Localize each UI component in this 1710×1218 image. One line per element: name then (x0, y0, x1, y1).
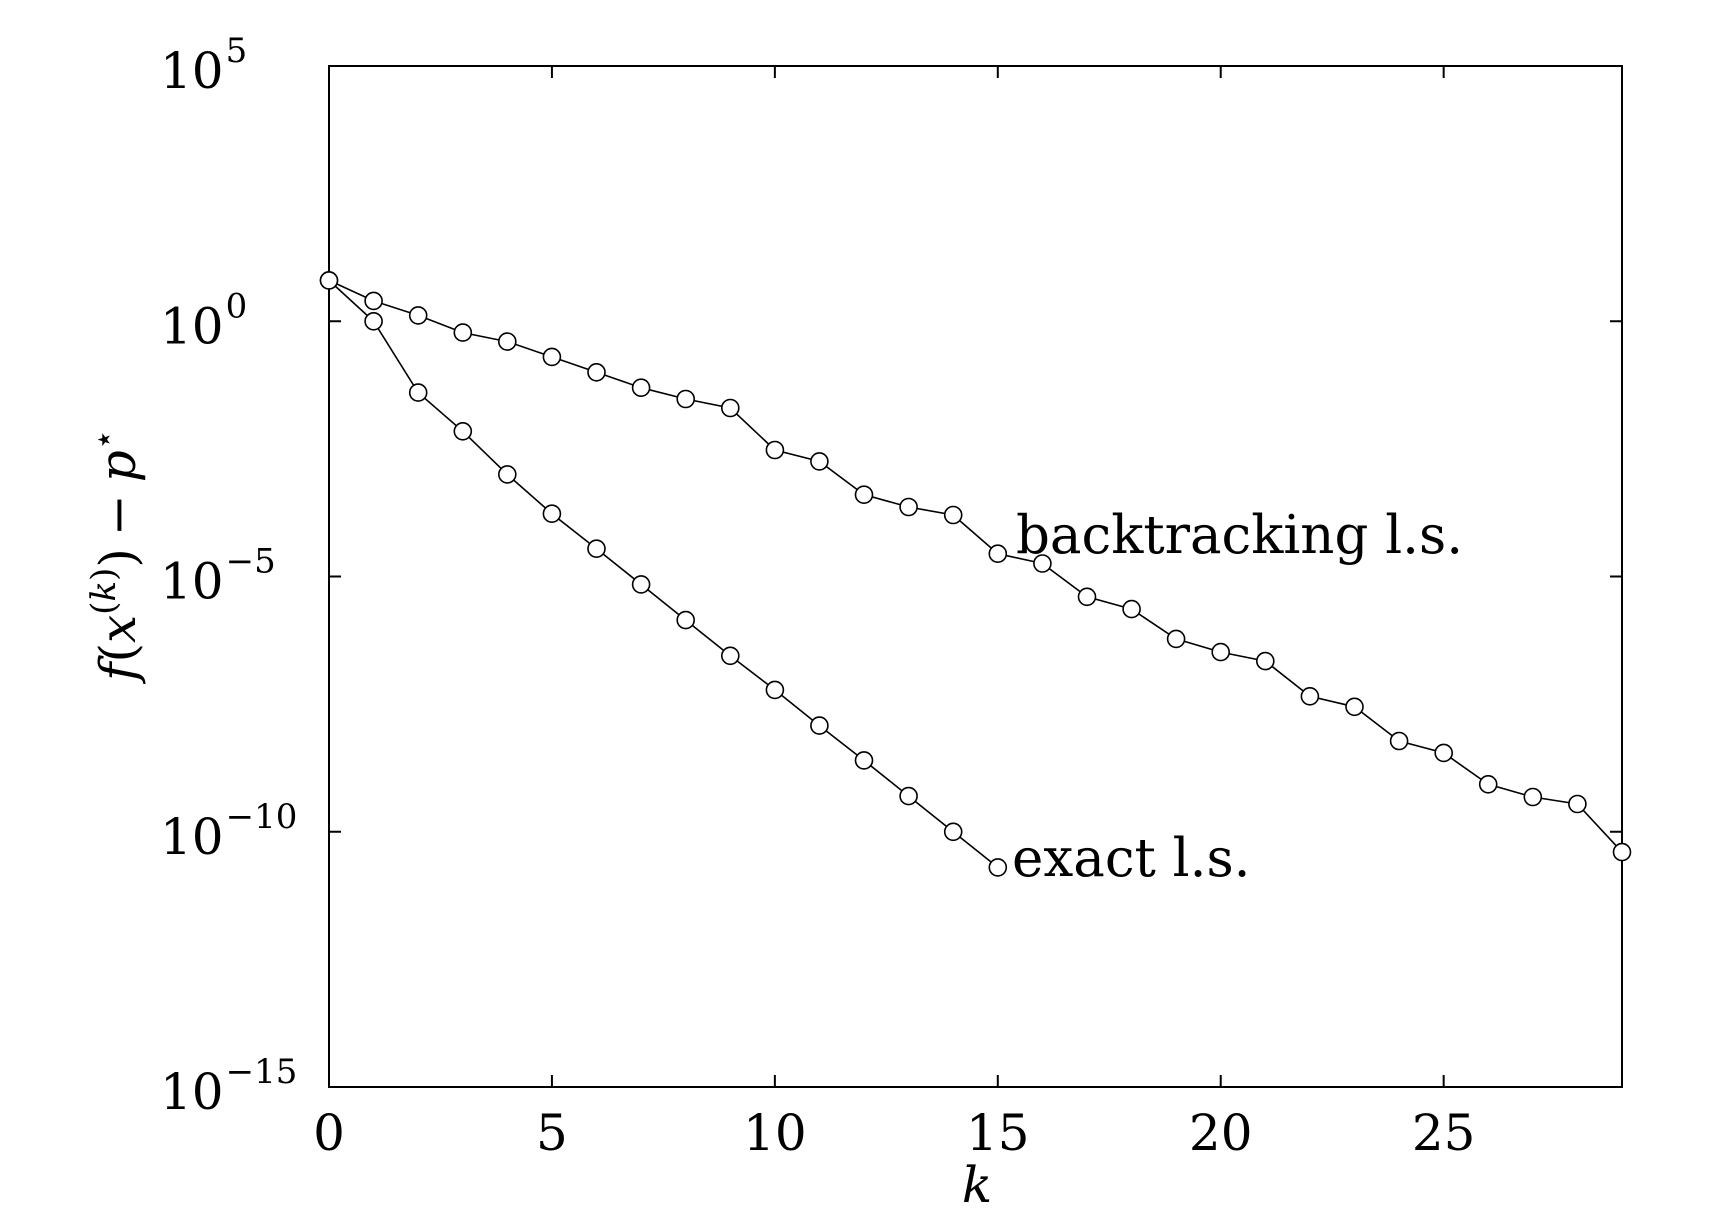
data-point (1612, 842, 1632, 862)
data-point (943, 505, 963, 525)
data-point (631, 378, 651, 398)
data-point (854, 751, 874, 770)
y-axis-label-close: ) (89, 548, 147, 568)
x-tick-label: 20 (1189, 1104, 1253, 1162)
y-tick-label: 105 (160, 31, 247, 100)
data-point (542, 504, 562, 524)
y-axis-label-star: ⋆ (84, 429, 124, 450)
y-tick-label-base: 10 (160, 297, 224, 355)
data-point (319, 271, 339, 290)
series-line-0 (328, 279, 1623, 853)
series-layer (319, 271, 1632, 877)
data-point (720, 398, 740, 418)
y-tick-label-exponent: −15 (226, 1052, 298, 1092)
data-point (1568, 794, 1587, 814)
data-point (453, 323, 473, 342)
y-axis-label-p: p (89, 450, 147, 482)
data-point (1211, 642, 1230, 662)
y-tick-label: 10−5 (160, 542, 276, 611)
series-label-backtracking: backtracking l.s. (1016, 505, 1463, 566)
data-point (899, 786, 918, 806)
x-axis-label: k (962, 1156, 992, 1214)
series-label-exact: exact l.s. (1012, 828, 1251, 889)
data-point (1345, 697, 1364, 717)
data-point (1523, 787, 1543, 807)
y-tick-label-base: 10 (160, 1063, 224, 1121)
data-point (899, 497, 918, 517)
axes (328, 65, 1623, 1088)
data-point (854, 485, 874, 505)
x-tick-label: 15 (966, 1104, 1030, 1162)
y-axis-label-sup-close: ) (84, 568, 124, 581)
y-tick-label-exponent: 5 (226, 31, 248, 71)
data-point (810, 452, 829, 471)
data-point (988, 858, 1008, 877)
data-point (676, 610, 696, 630)
y-tick-label-base: 10 (160, 553, 224, 611)
data-point (765, 440, 785, 460)
y-axis-label-sup-open: ( (84, 602, 124, 615)
data-point (587, 362, 606, 382)
data-point (408, 306, 428, 325)
data-point (1166, 629, 1186, 649)
data-point (364, 291, 383, 311)
y-axis-label-minus: − (89, 494, 147, 536)
data-point (765, 680, 785, 700)
data-point (720, 646, 740, 666)
data-point (408, 383, 428, 402)
y-tick-label: 10−10 (160, 797, 297, 866)
data-point (542, 347, 562, 367)
y-tick-label-exponent: −5 (226, 542, 276, 582)
y-axis-label: f(x(k))−p⋆ (84, 429, 147, 685)
x-tick-label: 0 (313, 1104, 345, 1162)
data-point (810, 716, 829, 735)
data-point (497, 332, 517, 351)
data-point (497, 465, 517, 484)
y-axis-label-sup-k: k (84, 581, 124, 602)
data-point (631, 575, 651, 594)
y-tick-label: 100 (160, 286, 247, 355)
plot-frame (328, 65, 1623, 1088)
data-point (943, 822, 963, 842)
data-point (1434, 743, 1453, 763)
data-point (1077, 587, 1097, 607)
data-point (453, 421, 473, 441)
x-tick-label: 10 (743, 1104, 807, 1162)
y-tick-label-base: 10 (160, 808, 224, 866)
data-point (988, 544, 1008, 564)
data-point (1389, 731, 1409, 751)
y-tick-label-exponent: −10 (226, 797, 298, 837)
data-point (1033, 554, 1052, 573)
data-point (676, 389, 696, 409)
y-tick-label: 10−15 (160, 1052, 297, 1121)
data-point (1478, 774, 1498, 794)
data-point (1300, 686, 1320, 706)
y-axis-label-x: x (89, 615, 147, 643)
series-line-1 (328, 279, 999, 869)
data-point (587, 539, 606, 559)
labels-layer: k f(x(k))−p⋆ backtracking l.s. exact l.s… (84, 429, 1463, 1214)
x-tick-label: 5 (536, 1104, 568, 1162)
data-point (364, 311, 383, 331)
y-tick-label-exponent: 0 (226, 286, 248, 326)
data-point (1256, 651, 1275, 671)
data-point (1122, 599, 1141, 619)
y-axis-label-open: ( (89, 643, 147, 663)
y-tick-label-base: 10 (160, 42, 224, 100)
x-tick-label: 25 (1412, 1104, 1476, 1162)
